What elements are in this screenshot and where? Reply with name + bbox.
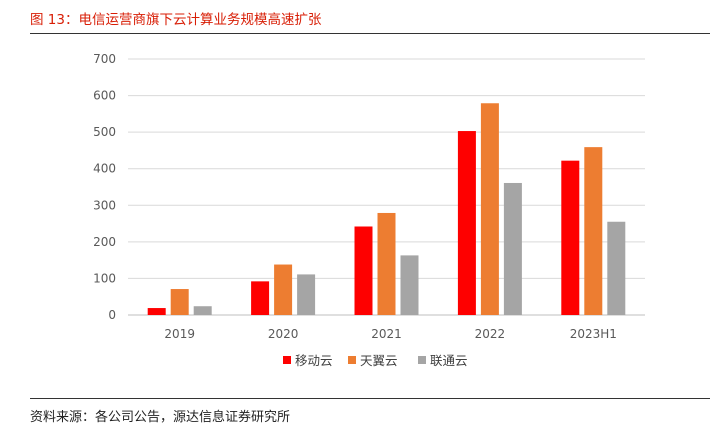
- y-tick-label: 700: [93, 52, 116, 66]
- bar-unicom-2020: [297, 274, 316, 315]
- y-tick-label: 200: [93, 235, 116, 249]
- title-rule: [30, 33, 710, 34]
- x-tick-label: 2020: [268, 327, 299, 341]
- y-tick-label: 600: [93, 89, 116, 103]
- y-tick-label: 500: [93, 125, 116, 139]
- bar-mobile-2020: [251, 281, 270, 315]
- y-tick-label: 300: [93, 198, 116, 212]
- bar-mobile-2023h1: [561, 160, 580, 315]
- bar-mobile-2021: [354, 226, 373, 315]
- bar-tianyi-2023h1: [584, 147, 603, 315]
- legend-label-unicom: 联通云: [430, 353, 468, 368]
- legend-swatch-unicom: [418, 356, 426, 364]
- legend-label-mobile: 移动云: [295, 353, 333, 368]
- legend-swatch-tianyi: [348, 356, 356, 364]
- bar-mobile-2019: [147, 308, 166, 315]
- bar-tianyi-2019: [170, 289, 189, 315]
- legend-swatch-mobile: [283, 356, 291, 364]
- legend-label-tianyi: 天翼云: [360, 353, 398, 368]
- bar-chart: 0 100 200 300 400 500 600 700 2019 2020 2021 2022 20…: [93, 52, 645, 368]
- bar-unicom-2019: [193, 306, 212, 315]
- source-note: 资料来源：各公司公告，源达信息证券研究所: [30, 410, 291, 425]
- bar-unicom-2022: [503, 182, 522, 315]
- bar-tianyi-2021: [377, 212, 396, 315]
- source-rule: [30, 398, 710, 399]
- bar-tianyi-2020: [274, 264, 293, 315]
- bar-mobile-2022: [457, 131, 476, 315]
- bar-unicom-2021: [400, 255, 419, 315]
- x-tick-label: 2022: [475, 327, 506, 341]
- x-tick-label: 2023H1: [570, 327, 617, 341]
- figure-title: 图 13：电信运营商旗下云计算业务规模高速扩张: [30, 12, 322, 28]
- y-tick-label: 0: [108, 308, 116, 322]
- x-tick-label: 2019: [164, 327, 195, 341]
- bar-unicom-2023h1: [607, 221, 626, 315]
- y-tick-label: 100: [93, 271, 116, 285]
- bar-tianyi-2022: [480, 103, 499, 315]
- x-tick-label: 2021: [371, 327, 402, 341]
- y-tick-label: 400: [93, 162, 116, 176]
